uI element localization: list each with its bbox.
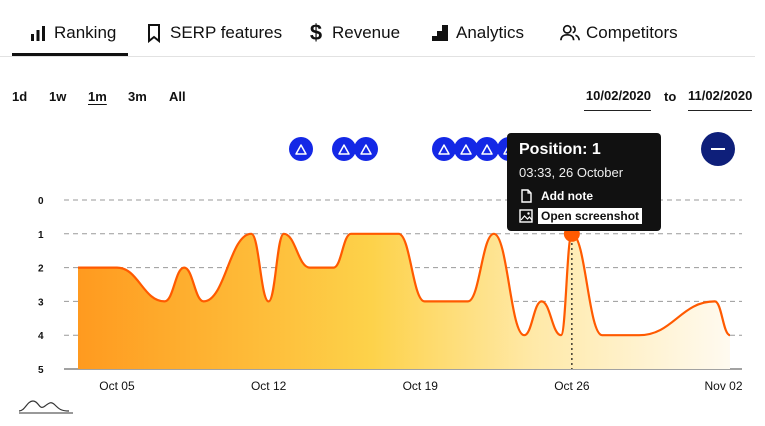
open-screenshot-button[interactable]: Open screenshot: [519, 206, 649, 226]
range-3m[interactable]: 3m: [128, 89, 147, 104]
event-marker[interactable]: [475, 137, 500, 161]
y-tick-label: 0: [38, 196, 44, 207]
date-to-label: to: [664, 89, 677, 104]
tab-label: Analytics: [456, 23, 525, 42]
event-marker[interactable]: [432, 137, 457, 161]
event-marker[interactable]: [453, 137, 478, 161]
ranking-line: [78, 232, 731, 337]
tooltip-title: Position: 1: [519, 141, 601, 158]
add-note-label: Add note: [541, 189, 593, 203]
x-tick-label: Oct 26: [554, 379, 590, 393]
document-icon: [519, 189, 533, 203]
x-tick-label: Oct 12: [251, 379, 287, 393]
triangle-icon: [459, 143, 472, 155]
triangle-icon: [360, 143, 372, 155]
x-tick-label: Oct 19: [403, 379, 439, 393]
open-screenshot-label: Open screenshot: [538, 208, 643, 224]
tab-label: Ranking: [54, 23, 117, 42]
collapse-button[interactable]: [701, 132, 735, 166]
event-marker[interactable]: [354, 137, 379, 161]
tab-serp-features[interactable]: SERP features: [144, 18, 282, 48]
ranking-chart: 0 1 2 3 4 5 Oct 05 Oct 12 Oct 19 Oct 26 Nov 02: [38, 180, 743, 393]
tab-bar: Ranking SERP features $ Revenue Analytic…: [0, 0, 755, 57]
event-marker[interactable]: [332, 137, 357, 161]
position-tooltip: Position: 1 03:33, 26 October Add note O…: [507, 133, 661, 231]
x-tick-label: Oct 05: [99, 379, 135, 393]
triangle-icon: [338, 143, 351, 155]
tab-revenue[interactable]: $ Revenue: [306, 18, 400, 48]
dollar-icon: $: [309, 20, 323, 45]
tab-ranking[interactable]: Ranking: [28, 18, 116, 48]
ranking-area: [78, 233, 730, 369]
range-1w[interactable]: 1w: [49, 89, 67, 104]
active-tab-indicator: [12, 53, 128, 56]
y-tick-label: 3: [38, 297, 44, 308]
bar-chart-icon: [28, 23, 48, 43]
image-icon: [519, 209, 533, 223]
date-to-field[interactable]: 11/02/2020: [688, 86, 752, 111]
tab-analytics[interactable]: Analytics: [430, 18, 524, 48]
tooltip-time: 03:33, 26 October: [519, 165, 624, 180]
y-tick-label: 2: [38, 264, 44, 275]
triangle-icon: [481, 143, 494, 155]
event-marker[interactable]: [289, 137, 314, 161]
x-tick-label: Nov 02: [704, 379, 742, 393]
chart-thumbnail-icon[interactable]: [17, 397, 75, 415]
add-note-button[interactable]: Add note: [519, 186, 649, 206]
range-1m[interactable]: 1m: [88, 89, 107, 104]
range-all[interactable]: All: [169, 89, 186, 104]
tab-label: Revenue: [332, 23, 401, 42]
y-tick-label: 4: [38, 331, 44, 342]
date-from-field[interactable]: 10/02/2020: [584, 86, 651, 111]
bookmark-icon: [144, 23, 164, 43]
range-1d[interactable]: 1d: [12, 89, 28, 104]
tab-label: SERP features: [170, 23, 283, 42]
stairs-chart-icon: [430, 23, 450, 43]
tab-label: Competitors: [586, 23, 678, 42]
triangle-icon: [295, 143, 307, 155]
minus-icon: [711, 148, 725, 150]
users-icon: [560, 23, 580, 43]
tab-competitors[interactable]: Competitors: [560, 18, 678, 48]
y-tick-label: 5: [38, 365, 44, 376]
y-tick-label: 1: [38, 230, 44, 241]
triangle-icon: [438, 143, 450, 155]
